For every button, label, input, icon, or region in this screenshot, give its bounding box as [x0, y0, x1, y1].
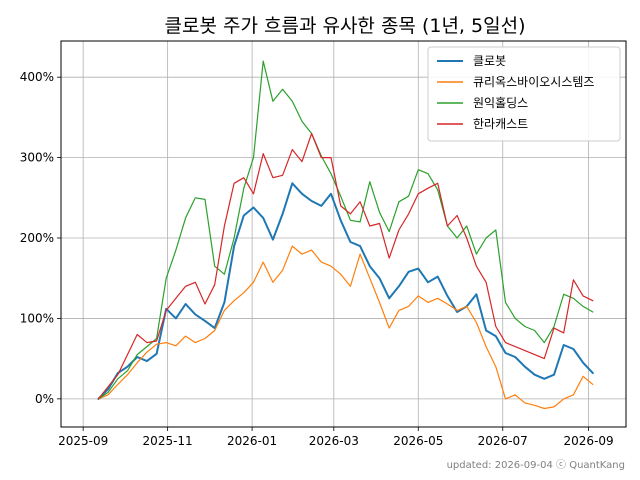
- y-tick-label: 300%: [20, 151, 54, 165]
- x-tick-label: 2026-07: [478, 434, 528, 448]
- y-tick-label: 100%: [20, 311, 54, 325]
- legend-label: 한라캐스트: [473, 117, 528, 131]
- chart-title: 클로봇 주가 흐름과 유사한 종목 (1년, 5일선): [165, 15, 526, 37]
- x-tick-label: 2026-05: [393, 434, 443, 448]
- y-tick-label: 0%: [35, 392, 54, 406]
- x-tick-label: 2026-01: [227, 434, 277, 448]
- grid: [61, 41, 626, 427]
- y-tick-label: 200%: [20, 231, 54, 245]
- x-tick-label: 2026-03: [309, 434, 359, 448]
- series-line-1: [97, 182, 594, 400]
- plot-frame: [60, 40, 627, 428]
- legend-label: 원익홀딩스: [473, 96, 528, 110]
- series-line-3: [97, 60, 594, 400]
- series-lines: [97, 60, 594, 410]
- series-line-2: [97, 245, 594, 410]
- x-tick-label: 2025-09: [58, 434, 108, 448]
- x-tick-label: 2025-11: [143, 434, 193, 448]
- axes: 0% 100% 200% 300% 400% 2025-09 2025-11 2026-01 2…: [20, 70, 614, 448]
- legend-label: 클로봇: [473, 54, 506, 68]
- x-tick-label: 2026-09: [564, 434, 614, 448]
- y-tick-label: 400%: [20, 70, 54, 84]
- legend-label: 큐리옥스바이오시스템즈: [473, 75, 594, 89]
- legend-box: [427, 46, 621, 142]
- series-line-4: [97, 132, 594, 400]
- chart-footer: updated: 2026-09-04 ⓒ QuantKang: [447, 459, 625, 471]
